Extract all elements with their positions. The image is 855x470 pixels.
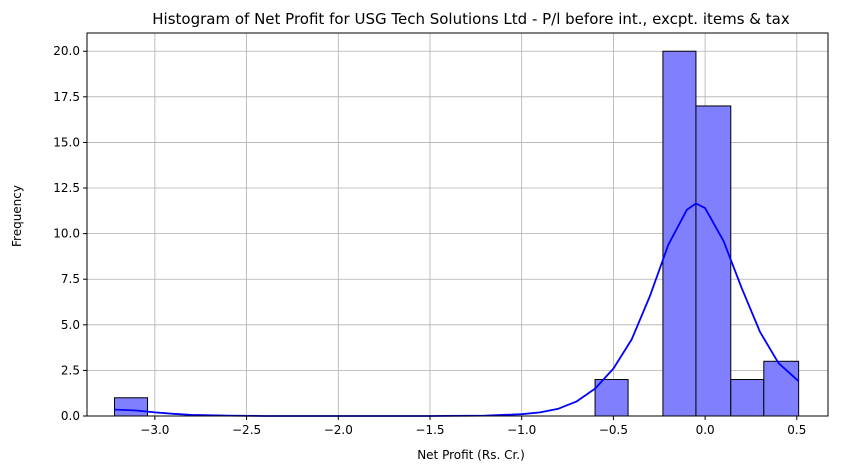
x-tick-label: −0.5	[599, 423, 628, 437]
x-tick-label: −2.5	[232, 423, 261, 437]
y-tick-label: 5.0	[61, 318, 80, 332]
y-tick-label: 20.0	[53, 44, 80, 58]
y-tick-label: 17.5	[53, 90, 80, 104]
x-axis-ticks: −3.0 −2.5 −2.0 −1.5 −1.0 −0.5 0.0 0.5	[140, 416, 806, 437]
histogram-bar	[731, 380, 764, 416]
x-tick-label: −1.5	[415, 423, 444, 437]
histogram-bar	[696, 106, 731, 416]
x-tick-label: −2.0	[324, 423, 353, 437]
y-tick-label: 2.5	[61, 363, 80, 377]
x-tick-label: 0.0	[696, 423, 715, 437]
histogram-bar	[764, 361, 799, 416]
y-tick-label: 7.5	[61, 272, 80, 286]
y-tick-label: 0.0	[61, 409, 80, 423]
y-axis-ticks: 0.0 2.5 5.0 7.5 10.0 12.5 15.0 17.5 20.0	[53, 44, 87, 423]
y-axis-label: Frequency	[10, 185, 24, 247]
histogram-bar	[595, 380, 628, 416]
y-tick-label: 15.0	[53, 135, 80, 149]
x-axis-label: Net Profit (Rs. Cr.)	[417, 448, 525, 462]
x-tick-label: 0.5	[787, 423, 806, 437]
histogram-bar	[115, 398, 148, 416]
x-tick-label: −3.0	[140, 423, 169, 437]
y-tick-label: 12.5	[53, 181, 80, 195]
chart-title: Histogram of Net Profit for USG Tech Sol…	[152, 10, 790, 28]
x-tick-label: −1.0	[507, 423, 536, 437]
histogram-bar	[663, 51, 696, 416]
y-tick-label: 10.0	[53, 227, 80, 241]
